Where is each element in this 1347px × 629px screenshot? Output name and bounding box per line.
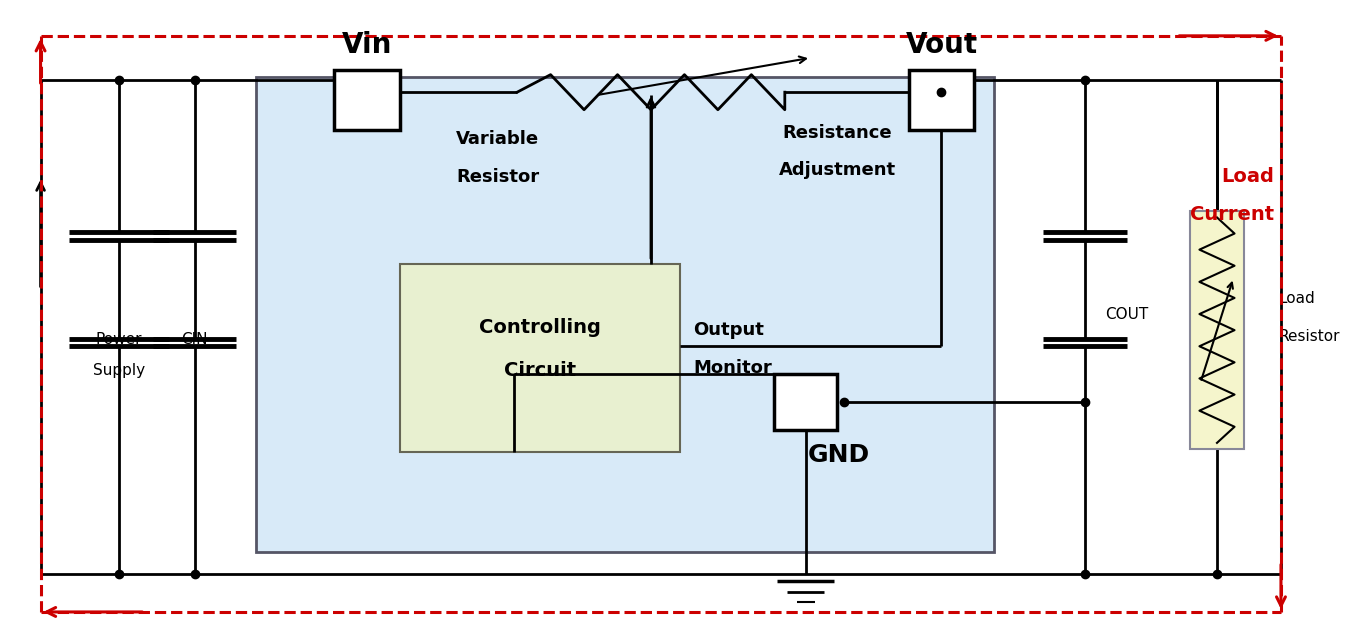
Text: Resistor: Resistor (1278, 329, 1340, 344)
Text: GND: GND (807, 443, 869, 467)
Bar (775, 374, 836, 430)
Bar (400, 264, 680, 452)
Text: Load: Load (1222, 167, 1274, 186)
Text: CIN: CIN (182, 332, 207, 347)
Text: Vout: Vout (905, 31, 978, 59)
Text: Output: Output (694, 321, 764, 339)
Text: Controlling: Controlling (480, 318, 601, 337)
Text: Power: Power (96, 332, 143, 347)
Bar (256, 77, 994, 552)
Bar (1189, 211, 1245, 449)
Text: Adjustment: Adjustment (779, 162, 896, 179)
Text: Load: Load (1278, 291, 1315, 306)
Text: Resistor: Resistor (457, 168, 539, 186)
Text: Monitor: Monitor (694, 359, 772, 377)
Text: Current: Current (1191, 205, 1274, 224)
Text: Variable: Variable (457, 130, 539, 148)
Text: COUT: COUT (1105, 307, 1148, 322)
Text: Vin: Vin (342, 31, 392, 59)
Bar (334, 70, 400, 130)
Text: Circuit: Circuit (504, 361, 577, 381)
Text: Supply: Supply (93, 364, 145, 379)
Bar (909, 70, 974, 130)
Text: Resistance: Resistance (783, 124, 892, 142)
